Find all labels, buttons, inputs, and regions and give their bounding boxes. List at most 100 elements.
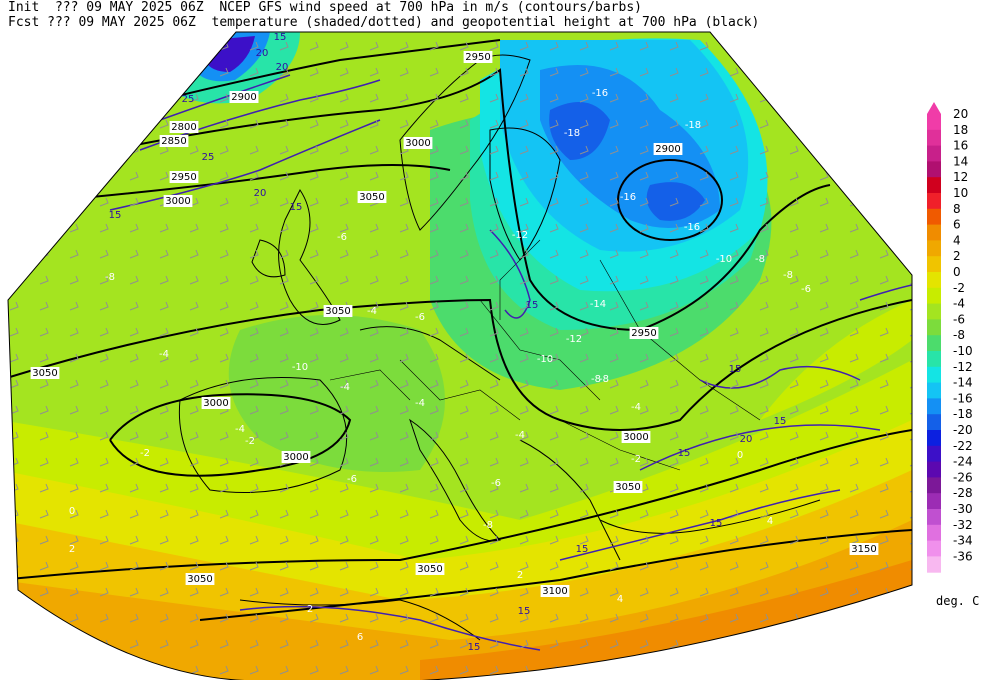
wind-barb [99,613,109,623]
wind-barb [339,223,349,233]
wind-barb [699,509,709,519]
wind-barb [459,587,469,597]
wind-barb [219,561,229,571]
w-label: 15 [576,544,589,555]
h-label: 2850 [161,136,186,147]
wind-barb [699,353,709,363]
wind-barb [249,379,259,389]
wind-barb [639,93,649,103]
wind-barb [279,535,289,545]
wind-barb [339,353,349,363]
wind-barb [879,405,889,415]
wind-barb [339,119,349,129]
wind-barb [459,93,469,103]
wind-barb [819,93,829,103]
wind-barb [579,119,589,129]
forecast-time: Fcst ??? 09 MAY 2025 06Z [8,15,196,30]
h-label: 3050 [615,482,640,493]
wind-barb [549,197,559,207]
wind-barb [579,483,589,493]
wind-barb [249,275,259,285]
wind-barb [639,275,649,285]
legend-label: -36 [953,549,973,563]
wind-barb [579,41,589,51]
wind-barb [819,327,829,337]
wind-barb [759,223,769,233]
wind-barb [819,535,829,545]
legend-label: -2 [953,281,965,295]
legend-label: -28 [953,486,973,500]
wind-barb [669,119,679,129]
wind-barb [699,67,709,77]
wind-barb [729,379,739,389]
h-label: 3050 [325,306,350,317]
wind-barb [39,561,49,571]
legend-label: -26 [953,470,973,484]
wind-barb [849,587,859,597]
wind-barb [369,145,379,155]
wind-barb [189,613,199,623]
wind-barb [339,457,349,467]
wind-barb [519,223,529,233]
wind-barb [9,275,19,285]
wind-barb [609,457,619,467]
hlabels-bg [653,143,683,155]
wind-barb [729,67,739,77]
wind-barb [369,327,379,337]
wind-barb [639,41,649,51]
hlabels-bg [621,431,651,443]
h-label: 3000 [283,452,308,463]
legend-swatch [927,193,941,210]
wind-barb [699,301,709,311]
wind-barb [399,171,409,181]
hlabels-bg [463,51,493,63]
wind-barb [669,67,679,77]
wind-barb [669,223,679,233]
wind-barb [789,353,799,363]
wind-barb [159,119,169,129]
wind-barb [309,561,319,571]
init-time: Init ??? 09 MAY 2025 06Z [8,0,204,15]
wind-barb [699,93,709,103]
wind-barb [549,613,559,623]
wind-barb [369,379,379,389]
wind-barb [339,405,349,415]
wind-barb [759,457,769,467]
wind-barb [189,145,199,155]
map-title-line1: NCEP GFS wind speed at 700 hPa in m/s (c… [219,0,642,15]
wind-barb [429,405,439,415]
wind-barb [549,67,559,77]
wind-barb [789,249,799,259]
w-label: 15 [774,416,787,427]
wind-barb [429,301,439,311]
wind-barb [249,197,259,207]
wind-barb [309,353,319,363]
wind-barb [789,431,799,441]
wind-barb [249,535,259,545]
wind-barb [639,301,649,311]
wind-barb [129,639,139,649]
wind-barb [99,327,109,337]
wind-barb [39,93,49,103]
wind-barb [99,301,109,311]
wind-barb [249,301,259,311]
wind-barb [699,535,709,545]
wind-barb [849,145,859,155]
wind-barb [819,145,829,155]
wind-barb [489,67,499,77]
wind-barb [129,301,139,311]
wind-barb [249,145,259,155]
wind-barb [99,587,109,597]
wind-barb [339,665,349,675]
wind-barb [219,665,229,675]
h-label: 3050 [359,192,384,203]
wind-barb [99,197,109,207]
wind-barb [339,93,349,103]
wind-barb [129,561,139,571]
h-label: 2950 [631,328,656,339]
wind-barb [99,509,109,519]
wind-barb [129,223,139,233]
wind-barb [459,613,469,623]
legend-swatch [927,509,941,526]
wind-barb [489,613,499,623]
